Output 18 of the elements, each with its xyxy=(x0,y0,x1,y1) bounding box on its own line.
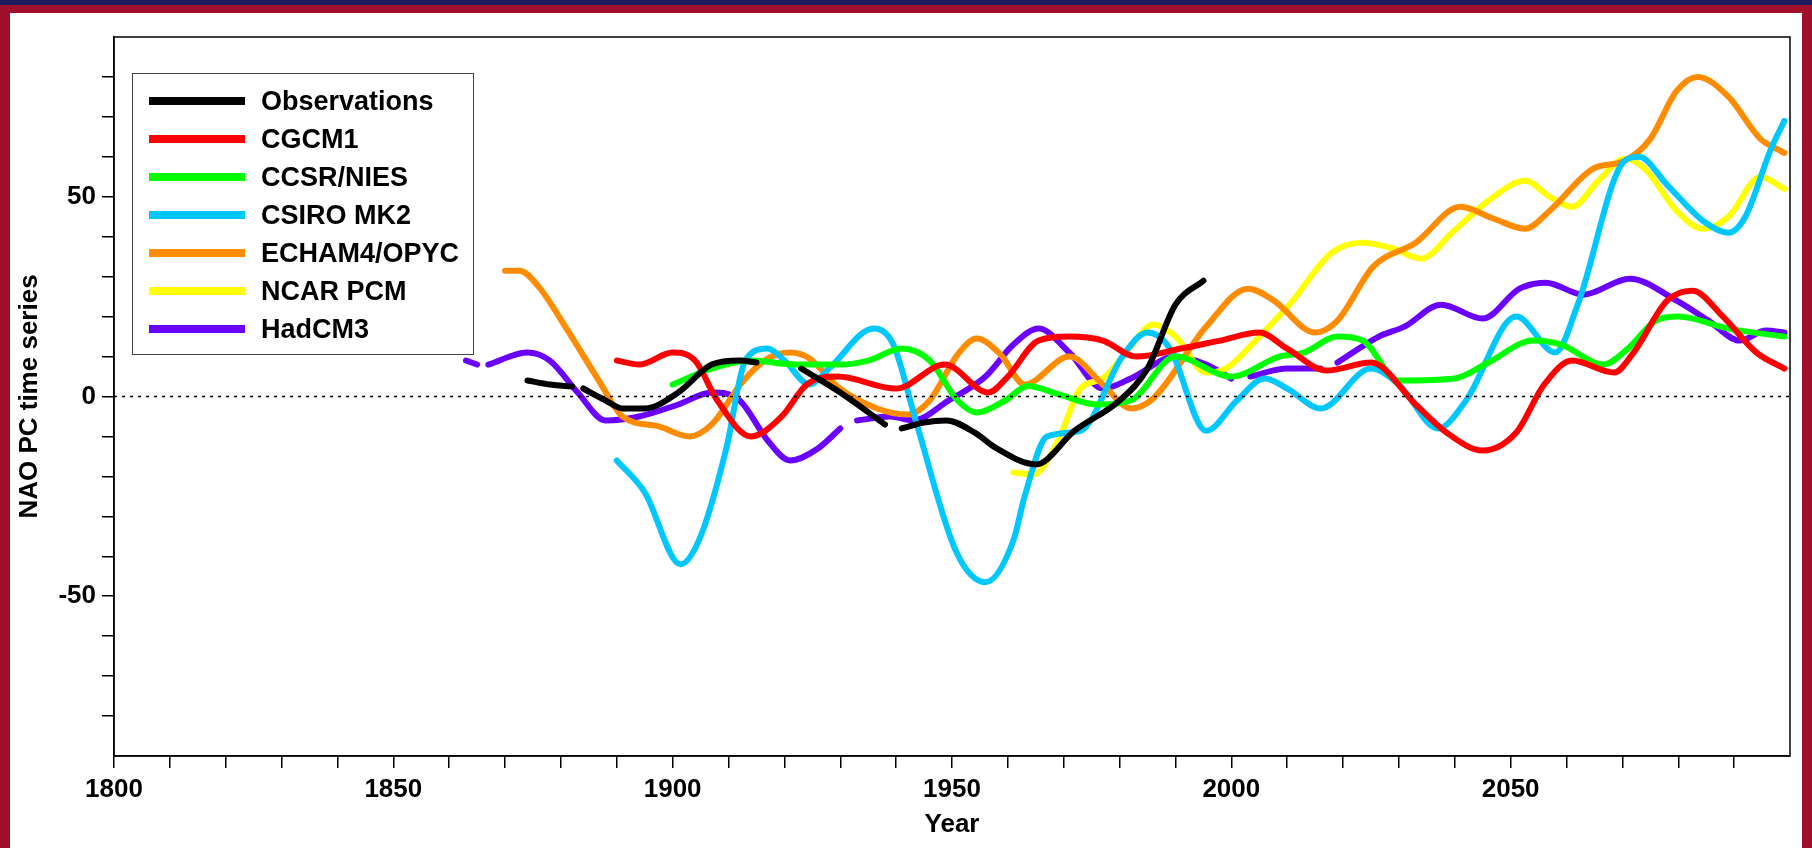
x-tick-label: 2050 xyxy=(1481,772,1540,803)
legend-label: ECHAM4/OPYC xyxy=(261,237,460,270)
x-tick-label: 1950 xyxy=(923,772,981,803)
y-tick-label: 50 xyxy=(67,179,96,210)
y-axis-title: NAO PC time series xyxy=(12,274,43,519)
legend-label: Observations xyxy=(261,85,434,118)
x-axis-title: Year xyxy=(924,807,980,838)
legend-label: CSIRO MK2 xyxy=(261,199,412,232)
x-tick-label: 2000 xyxy=(1202,772,1261,803)
legend-label: NCAR PCM xyxy=(261,275,407,308)
y-tick-label: 0 xyxy=(81,379,96,410)
x-tick-label: 1800 xyxy=(85,772,143,803)
y-tick-label: -50 xyxy=(58,579,96,610)
x-tick-label: 1900 xyxy=(643,772,702,803)
legend-label: CGCM1 xyxy=(261,123,359,156)
legend-label: HadCM3 xyxy=(261,313,370,346)
legend-label: CCSR/NIES xyxy=(261,161,409,194)
x-tick-label: 1850 xyxy=(364,772,423,803)
